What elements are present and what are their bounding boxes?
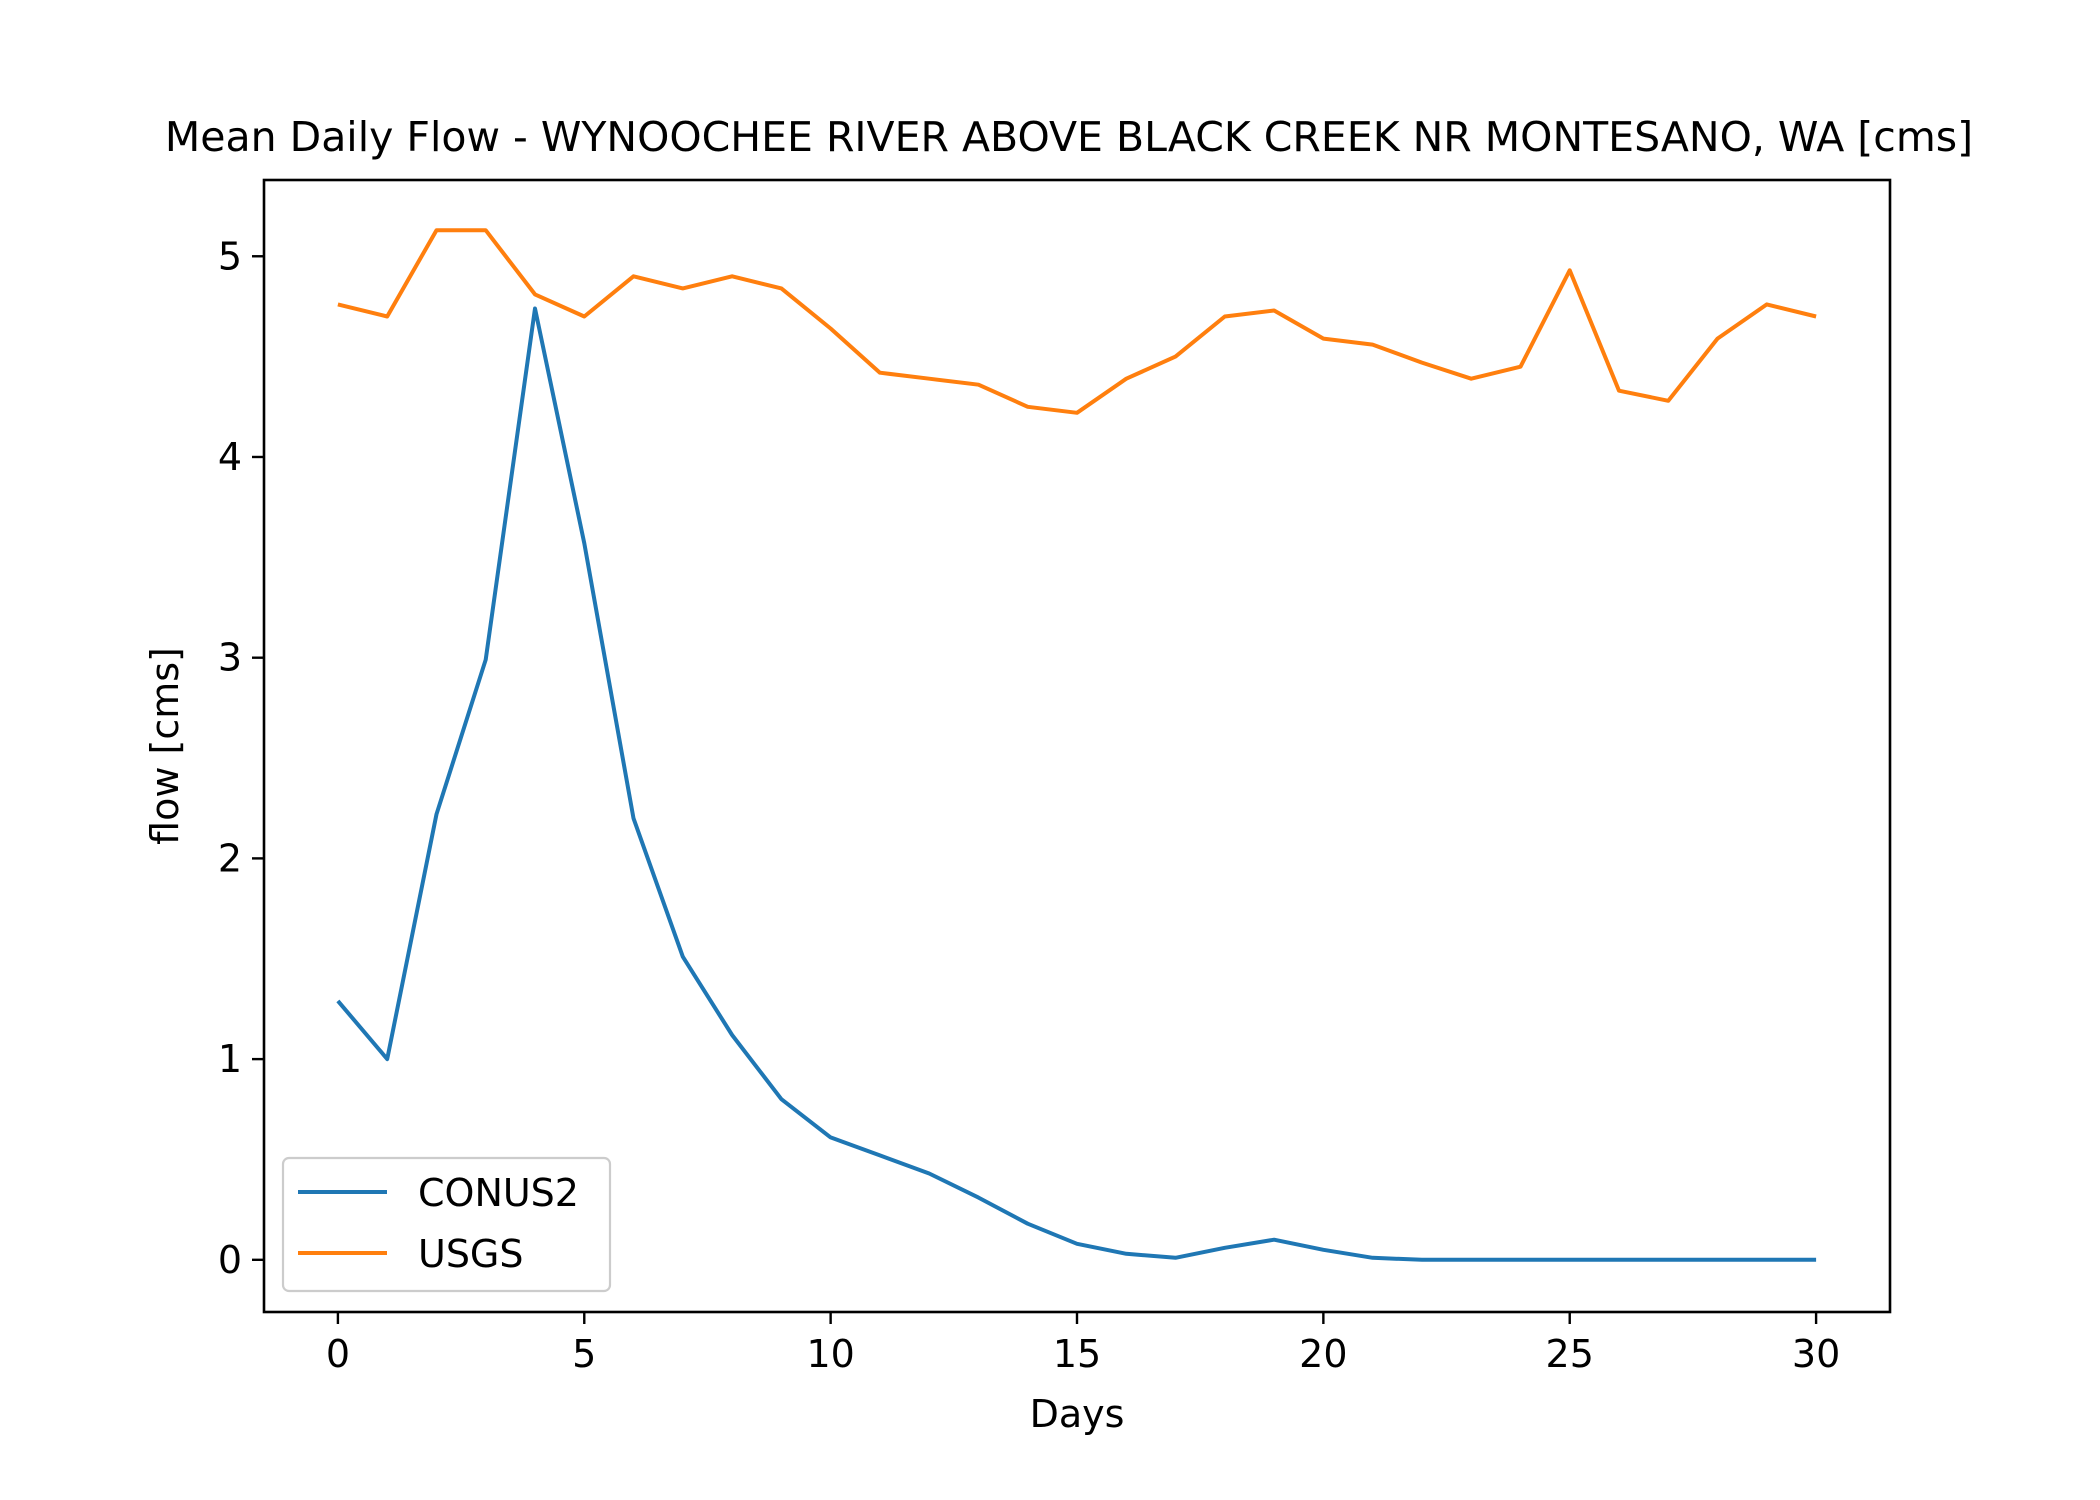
y-axis-label: flow [cms] <box>143 647 187 845</box>
legend: CONUS2 USGS <box>281 1156 612 1293</box>
y-tick-label: 0 <box>218 1238 242 1282</box>
axes-frame <box>262 178 1892 1314</box>
x-tick-label: 20 <box>1299 1332 1347 1376</box>
x-tick-label: 15 <box>1053 1332 1101 1376</box>
plot-area <box>336 228 1817 1262</box>
series-line-usgs <box>337 228 1817 415</box>
x-tick-label: 5 <box>572 1332 596 1376</box>
y-tick-label: 2 <box>218 836 242 880</box>
legend-label-conus2: CONUS2 <box>418 1171 579 1215</box>
chart-title: Mean Daily Flow - WYNOOCHEE RIVER ABOVE … <box>165 113 1973 161</box>
x-tick-label: 25 <box>1546 1332 1594 1376</box>
y-axis: 0 1 2 3 4 5 <box>218 234 264 1282</box>
x-tick-label: 0 <box>326 1332 350 1376</box>
x-tick-label: 10 <box>806 1332 854 1376</box>
x-axis-label: Days <box>1030 1392 1125 1436</box>
y-tick-label: 1 <box>218 1037 242 1081</box>
series-line-conus2 <box>336 306 1817 1262</box>
x-tick-label: 30 <box>1792 1332 1840 1376</box>
y-tick-label: 3 <box>218 636 242 680</box>
x-axis: 0 5 10 15 20 25 30 <box>326 1312 1840 1376</box>
legend-label-usgs: USGS <box>418 1232 524 1276</box>
y-tick-label: 5 <box>218 234 242 278</box>
y-tick-label: 4 <box>218 435 242 479</box>
